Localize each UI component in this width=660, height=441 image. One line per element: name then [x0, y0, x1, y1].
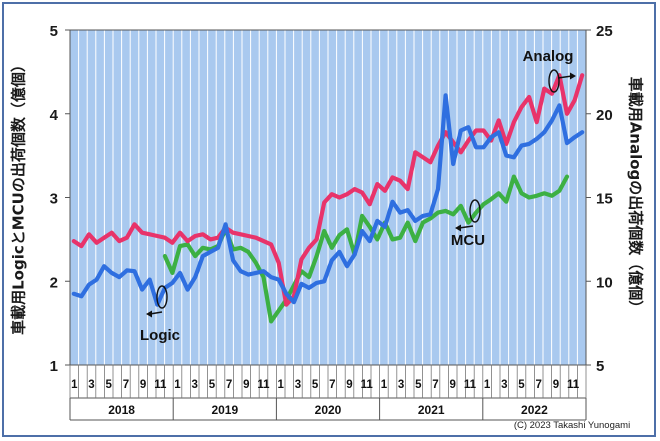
- annotation-marker: [156, 285, 168, 309]
- x-month-label: 1: [484, 379, 491, 391]
- right-tick-label: 20: [596, 107, 613, 124]
- x-month-label: 1: [277, 379, 284, 391]
- right-tick-label: 25: [596, 23, 613, 40]
- x-month-label: 3: [295, 379, 301, 391]
- x-month-label: 7: [535, 379, 541, 391]
- x-year-label: 2021: [418, 403, 445, 417]
- left-tick-label: 4: [50, 107, 59, 124]
- annotation-arrow: [458, 225, 474, 229]
- x-month-label: 9: [140, 379, 146, 391]
- x-month-label: 3: [398, 379, 404, 391]
- x-month-label: 11: [361, 379, 374, 391]
- copyright-text: (C) 2023 Takashi Yunogami: [514, 420, 630, 431]
- x-month-label: 3: [501, 379, 507, 391]
- x-month-label: 11: [257, 379, 270, 391]
- x-year-label: 2018: [108, 403, 135, 417]
- x-month-label: 7: [432, 379, 438, 391]
- annotation-arrow: [557, 75, 573, 79]
- x-month-label: 5: [209, 379, 216, 391]
- x-year-label: 2019: [211, 403, 238, 417]
- x-month-label: 11: [154, 379, 167, 391]
- x-month-label: 5: [312, 379, 319, 391]
- annotation-marker: [469, 199, 481, 223]
- x-month-label: 7: [123, 379, 129, 391]
- annotation-arrowhead: [455, 224, 461, 232]
- left-tick-label: 1: [50, 358, 58, 375]
- x-month-label: 1: [381, 379, 388, 391]
- left-tick-label: 5: [50, 23, 58, 40]
- x-month-label: 1: [174, 379, 181, 391]
- x-month-label: 7: [329, 379, 335, 391]
- left-tick-label: 3: [50, 191, 58, 208]
- annotation-arrowhead: [570, 72, 576, 80]
- series-line-analog: [71, 73, 585, 307]
- x-month-label: 3: [191, 379, 197, 391]
- x-month-label: 5: [105, 379, 112, 391]
- series-line-logic: [71, 93, 585, 307]
- x-month-label: 11: [464, 379, 477, 391]
- right-tick-label: 15: [596, 191, 613, 208]
- annotation-logic: Logic: [140, 327, 180, 344]
- x-month-label: 7: [226, 379, 232, 391]
- annotation-arrowhead: [146, 310, 152, 318]
- x-month-label: 5: [518, 379, 525, 391]
- x-year-label: 2020: [315, 403, 342, 417]
- annotation-analog: Analog: [523, 48, 574, 65]
- x-month-label: 9: [553, 379, 559, 391]
- annotation-marker: [548, 69, 560, 93]
- x-month-label: 9: [346, 379, 352, 391]
- annotation-mcu: MCU: [451, 232, 485, 249]
- right-tick-label: 5: [596, 358, 604, 375]
- x-month-label: 5: [415, 379, 422, 391]
- left-tick-label: 2: [50, 274, 58, 291]
- right-tick-label: 10: [596, 274, 613, 291]
- x-month-label: 9: [449, 379, 455, 391]
- x-year-label: 2022: [521, 403, 548, 417]
- x-month-label: 1: [71, 379, 78, 391]
- x-month-label: 3: [88, 379, 94, 391]
- x-month-label: 9: [243, 379, 249, 391]
- x-month-label: 11: [567, 379, 580, 391]
